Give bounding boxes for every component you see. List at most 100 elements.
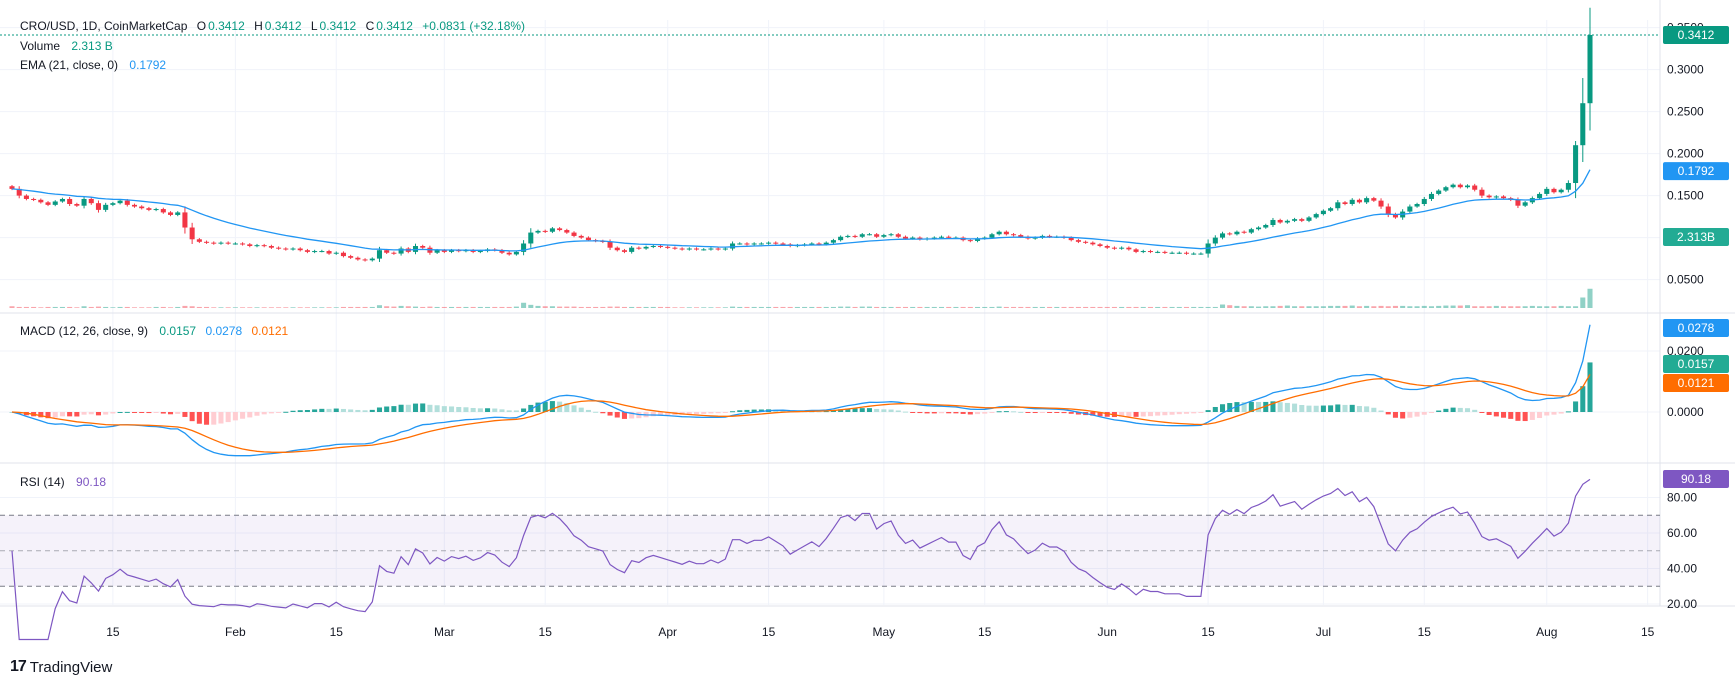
macd-hist-bar: [1090, 412, 1096, 416]
candle: [1003, 230, 1009, 236]
candle-body: [1428, 193, 1435, 199]
candle-body: [1126, 247, 1132, 250]
rsi-label[interactable]: RSI (14): [20, 475, 65, 489]
macd-signal-line: [11, 374, 1591, 453]
volume-bar: [629, 306, 635, 308]
rsi-axis-label: 60.00: [1667, 526, 1697, 540]
volume-bar: [333, 307, 339, 308]
candle: [196, 238, 202, 244]
macd-hist-bar: [1443, 408, 1449, 412]
candle-body: [549, 228, 555, 232]
macd-hist-bar: [881, 409, 887, 412]
candle-body: [103, 204, 109, 210]
macd-hist-bar: [1428, 412, 1435, 413]
candle-body: [1580, 103, 1586, 146]
volume-bar: [1342, 305, 1348, 308]
candle-body: [535, 230, 541, 233]
macd-hist-bar: [412, 403, 419, 412]
macd-hist-badge: 0.0157: [1663, 355, 1729, 373]
macd-hist-bar: [1061, 412, 1067, 414]
volume-bar: [340, 306, 346, 308]
volume-bar: [384, 306, 390, 308]
candle-body: [1349, 199, 1355, 205]
macd-axis[interactable]: 0.0200 0.0000: [1667, 344, 1704, 419]
volume-bar: [1371, 306, 1377, 308]
price-axis[interactable]: 0.35000.30000.25000.20000.15000.10000.05…: [1667, 21, 1704, 287]
candle: [737, 242, 743, 245]
macd-hist-bar: [1212, 406, 1218, 412]
price-axis-label: 0.1500: [1667, 189, 1704, 203]
volume-bar: [571, 306, 577, 308]
ema-label[interactable]: EMA (21, close, 0): [20, 58, 119, 72]
macd-hist-bar: [304, 410, 310, 412]
rsi-axis[interactable]: 80.00 60.00 40.00 20.00: [1667, 491, 1697, 612]
volume-bar: [240, 307, 246, 308]
macd-label[interactable]: MACD (12, 26, close, 9): [20, 324, 149, 338]
candle-body: [1565, 183, 1571, 190]
candle-body: [1212, 237, 1218, 244]
candle: [1256, 226, 1262, 231]
candle-body: [1104, 246, 1110, 248]
volume-bar: [1472, 306, 1478, 308]
price-axis-label: 0.3000: [1667, 63, 1704, 77]
candle-body: [996, 231, 1002, 235]
volume-bar: [247, 307, 253, 308]
volume-bar: [81, 306, 87, 308]
macd-hist-bar: [996, 411, 1002, 413]
volume-bar: [924, 306, 930, 308]
candle-body: [1414, 204, 1420, 207]
time-axis[interactable]: 15Feb15Mar15Apr15May15Jun15Jul15Aug15Sep: [106, 625, 1735, 639]
volume-bar: [657, 306, 664, 308]
volume-bar: [1320, 306, 1326, 308]
candle-body: [110, 203, 116, 205]
volume-bar: [1104, 306, 1110, 308]
volume-bar: [521, 302, 527, 308]
volume-bar: [420, 306, 426, 308]
volume-bar: [124, 306, 130, 308]
volume-bar: [189, 306, 195, 308]
volume-bar: [1436, 305, 1442, 308]
macd-hist-bar: [1479, 412, 1485, 413]
candle: [326, 249, 332, 255]
tradingview-logo-icon: 17: [10, 658, 27, 675]
macd-hist-badge-bg: [1663, 355, 1729, 373]
candle-body: [621, 250, 627, 252]
volume-bar: [204, 306, 210, 308]
volume-bar: [975, 306, 981, 308]
macd-hist-bar: [283, 411, 289, 413]
candle: [261, 243, 267, 248]
volume-bar: [1234, 305, 1240, 308]
candle: [715, 247, 721, 251]
symbol-title[interactable]: CRO/USD, 1D, CoinMarketCap: [20, 19, 188, 33]
candle: [535, 229, 541, 234]
macd-hist-bar: [506, 410, 512, 412]
candle-body: [1191, 253, 1197, 255]
volume-badge-text: 2.313B: [1677, 230, 1715, 244]
candle: [679, 247, 685, 251]
candle: [319, 249, 325, 253]
volume-bar: [881, 306, 887, 308]
volume-bar: [369, 306, 375, 308]
candle: [1299, 217, 1305, 223]
volume-label[interactable]: Volume: [20, 39, 61, 53]
candle: [290, 247, 296, 251]
rsi-badge-text: 90.18: [1681, 472, 1711, 486]
volume-bar: [1349, 305, 1355, 308]
candle: [254, 243, 260, 248]
macd-hist-bar: [1277, 402, 1283, 412]
macd-hist-bar: [1068, 412, 1074, 414]
volume-bar: [463, 306, 469, 308]
macd-signal-value: 0.0121: [251, 324, 289, 338]
volume-bar: [650, 306, 656, 308]
volume-bar: [1263, 306, 1269, 308]
volume-bar: [802, 306, 808, 308]
candle: [895, 232, 901, 239]
tradingview-logo[interactable]: 17 TradingView: [10, 658, 112, 676]
volume-bar: [319, 307, 325, 308]
candle-body: [1486, 195, 1492, 198]
candle-body: [766, 242, 772, 244]
volume-bar: [902, 306, 909, 308]
volume-bar: [585, 306, 591, 308]
candle: [355, 256, 361, 261]
